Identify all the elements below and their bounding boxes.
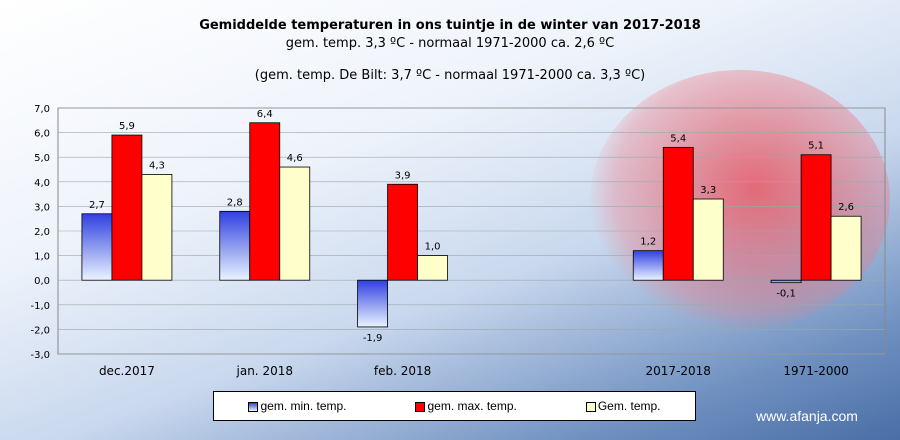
legend-item-max: gem. max. temp.: [415, 399, 517, 413]
chart-subtitle-2: (gem. temp. De Bilt: 3,7 ºC - normaal 19…: [254, 68, 646, 83]
data-label: 4,6: [287, 153, 303, 164]
legend-item-avg: Gem. temp.: [585, 399, 661, 413]
data-label: 2,7: [89, 200, 105, 211]
y-tick-label: 5,0: [34, 153, 50, 164]
x-tick-label: feb. 2018: [374, 364, 431, 378]
bar-gem-max-temp-: [387, 183, 418, 281]
y-tick-label: 7,0: [34, 104, 50, 115]
data-label: 5,9: [119, 121, 135, 132]
y-tick-label: 0,0: [34, 276, 50, 287]
legend: gem. min. temp. gem. max. temp. Gem. tem…: [213, 391, 696, 421]
x-tick-label: 1971-2000: [783, 364, 848, 378]
x-tick-label: dec.2017: [99, 364, 155, 378]
data-label: 2,6: [838, 202, 854, 213]
data-label: 2,8: [227, 197, 243, 208]
legend-item-min: gem. min. temp.: [248, 399, 347, 413]
data-label: 5,4: [670, 133, 686, 144]
bar-gem-temp-: [417, 255, 448, 281]
data-label: 3,3: [700, 185, 716, 196]
y-tick-label: 1,0: [34, 252, 50, 263]
data-label: 4,3: [149, 160, 165, 171]
chart-title: Gemiddelde temperaturen in ons tuintje i…: [199, 18, 701, 33]
bar-gem-temp-: [692, 198, 724, 281]
bar-gem-temp-: [141, 174, 173, 281]
y-tick-label: 4,0: [34, 178, 50, 189]
bar-gem-max-temp-: [249, 122, 281, 281]
data-label: -0,1: [776, 289, 796, 300]
heart-decoration: [590, 70, 890, 330]
bar-gem-min-temp-: [81, 213, 113, 281]
data-label: -1,9: [363, 333, 383, 344]
data-label: 6,4: [257, 109, 273, 120]
bar-gem-min-temp-: [770, 279, 802, 284]
bar-gem-max-temp-: [662, 146, 694, 281]
bar-gem-temp-: [830, 215, 862, 281]
y-tick-label: -2,0: [30, 325, 50, 336]
bar-gem-max-temp-: [800, 154, 832, 281]
y-tick-label: 3,0: [34, 202, 50, 213]
y-tick-label: 6,0: [34, 129, 50, 140]
bar-gem-min-temp-: [219, 210, 251, 281]
bar-gem-temp-: [279, 166, 311, 281]
data-label: 3,9: [395, 170, 411, 181]
bar-gem-min-temp-: [357, 279, 388, 328]
x-tick-label: jan. 2018: [236, 364, 293, 378]
y-tick-label: -3,0: [30, 350, 50, 361]
watermark: www.afanja.com: [756, 408, 858, 424]
data-label: 5,1: [808, 141, 824, 152]
y-tick-label: 2,0: [34, 227, 50, 238]
data-label: 1,0: [425, 242, 441, 253]
bar-gem-min-temp-: [632, 250, 664, 281]
bar-gem-max-temp-: [111, 134, 143, 281]
data-label: 1,2: [640, 237, 656, 248]
y-tick-label: -1,0: [30, 301, 50, 312]
chart-subtitle: gem. temp. 3,3 ºC - normaal 1971-2000 ca…: [285, 36, 615, 51]
x-tick-label: 2017-2018: [646, 364, 711, 378]
